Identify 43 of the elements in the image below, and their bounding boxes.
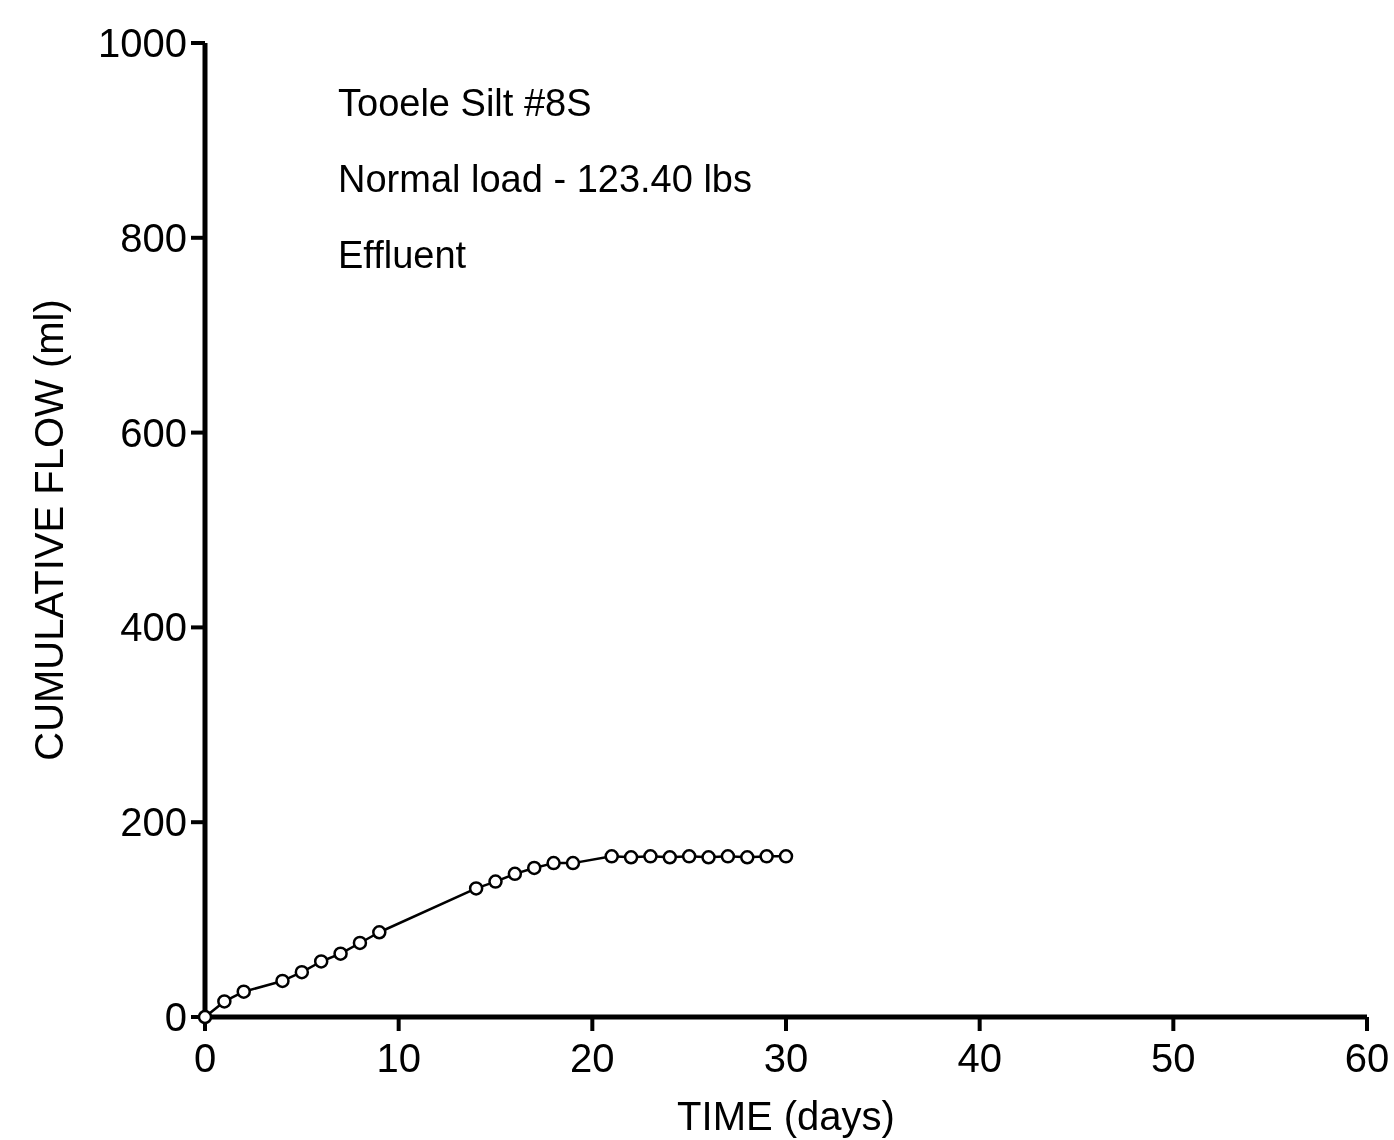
- x-tick-label: 60: [1344, 1036, 1390, 1080]
- point: [759, 849, 774, 864]
- x-tick-label: 40: [957, 1036, 1002, 1080]
- y-tick-label: 200: [120, 800, 187, 845]
- point: [565, 855, 581, 871]
- point: [681, 849, 697, 864]
- point: [468, 881, 484, 896]
- point: [546, 855, 561, 871]
- x-tick-label: 10: [376, 1036, 421, 1080]
- point: [313, 954, 329, 969]
- point: [778, 849, 794, 864]
- point: [197, 1009, 213, 1025]
- y-tick-label: 800: [120, 215, 187, 260]
- point: [507, 866, 523, 882]
- point: [604, 849, 619, 864]
- y-tick-label: 600: [120, 410, 187, 455]
- annotation: Tooele Silt #8S: [338, 82, 592, 124]
- annotation: Effluent: [338, 234, 467, 276]
- point: [740, 850, 755, 865]
- point: [623, 850, 639, 865]
- x-tick-label: 0: [193, 1036, 217, 1080]
- point: [662, 850, 678, 865]
- point: [372, 925, 387, 940]
- annotation: Normal load - 123.40 lbs: [338, 158, 752, 200]
- point: [720, 849, 736, 864]
- point: [217, 994, 232, 1009]
- x-tick-label: 30: [763, 1036, 809, 1080]
- point: [526, 860, 542, 876]
- point: [701, 850, 716, 865]
- x-tick-label: 50: [1151, 1036, 1196, 1080]
- y-tick-label: 0: [164, 995, 187, 1039]
- point: [236, 984, 251, 999]
- point: [643, 849, 658, 864]
- point: [488, 874, 503, 889]
- x-tick-label: 20: [570, 1036, 615, 1080]
- y-tick-label: 400: [120, 605, 187, 650]
- point: [352, 935, 368, 951]
- x-axis-title: TIME (days): [677, 1094, 895, 1138]
- y-axis-title: CUMULATIVE FLOW (ml): [27, 299, 71, 761]
- y-tick-label: 1000: [98, 21, 187, 65]
- point: [333, 946, 348, 961]
- point: [275, 973, 290, 989]
- point: [294, 964, 310, 980]
